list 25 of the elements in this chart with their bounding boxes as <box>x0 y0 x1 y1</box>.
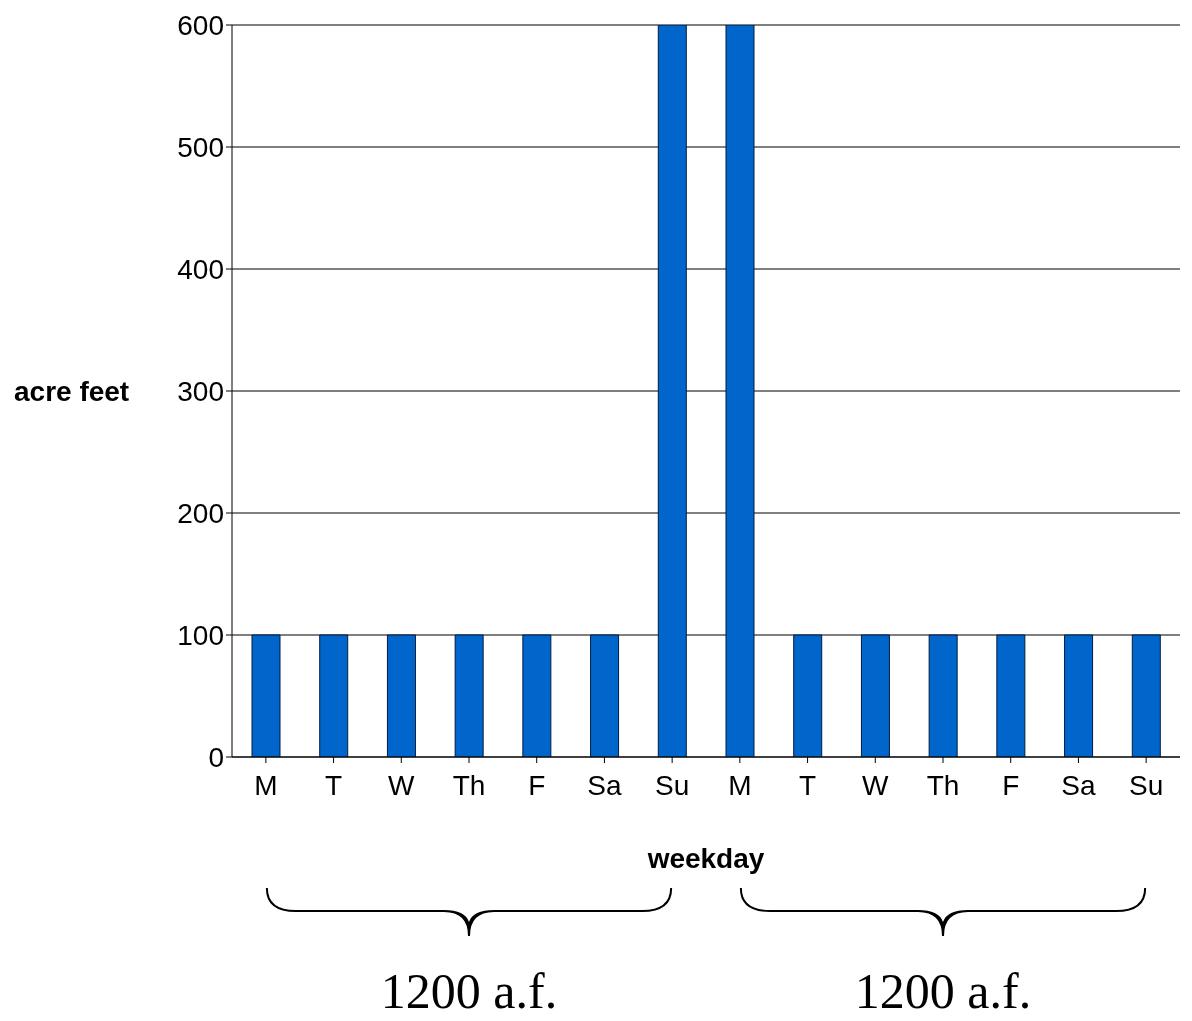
x-tick-label: M <box>254 769 278 801</box>
y-tick-label: 0 <box>208 741 224 773</box>
y-tick-label: 400 <box>177 253 224 285</box>
x-tick-label: Su <box>655 769 690 801</box>
x-tick-label: Sa <box>1061 769 1096 801</box>
x-tick-label: Su <box>1129 769 1164 801</box>
x-tick-label: W <box>862 769 890 801</box>
x-tick-label: T <box>799 769 817 801</box>
x-tick-label: M <box>728 769 752 801</box>
x-tick-label: F <box>528 769 546 801</box>
x-tick-label: Th <box>452 769 486 801</box>
x-tick-label: Sa <box>587 769 622 801</box>
y-tick-label: 100 <box>177 619 224 651</box>
text: 1200 a.f. <box>380 963 558 1019</box>
y-tick-label: 300 <box>177 375 224 407</box>
x-tick-label: T <box>325 769 343 801</box>
y-axis-title: acre feet <box>14 375 130 407</box>
y-tick-label: 200 <box>177 497 224 529</box>
y-tick-label: 500 <box>177 131 224 163</box>
text: 1200 a.f. <box>854 963 1032 1019</box>
x-tick-label: Th <box>926 769 960 801</box>
x-tick-label: W <box>388 769 416 801</box>
x-axis-title: weekday <box>646 843 765 874</box>
x-tick-label: F <box>1002 769 1020 801</box>
y-tick-label: 600 <box>177 9 224 41</box>
